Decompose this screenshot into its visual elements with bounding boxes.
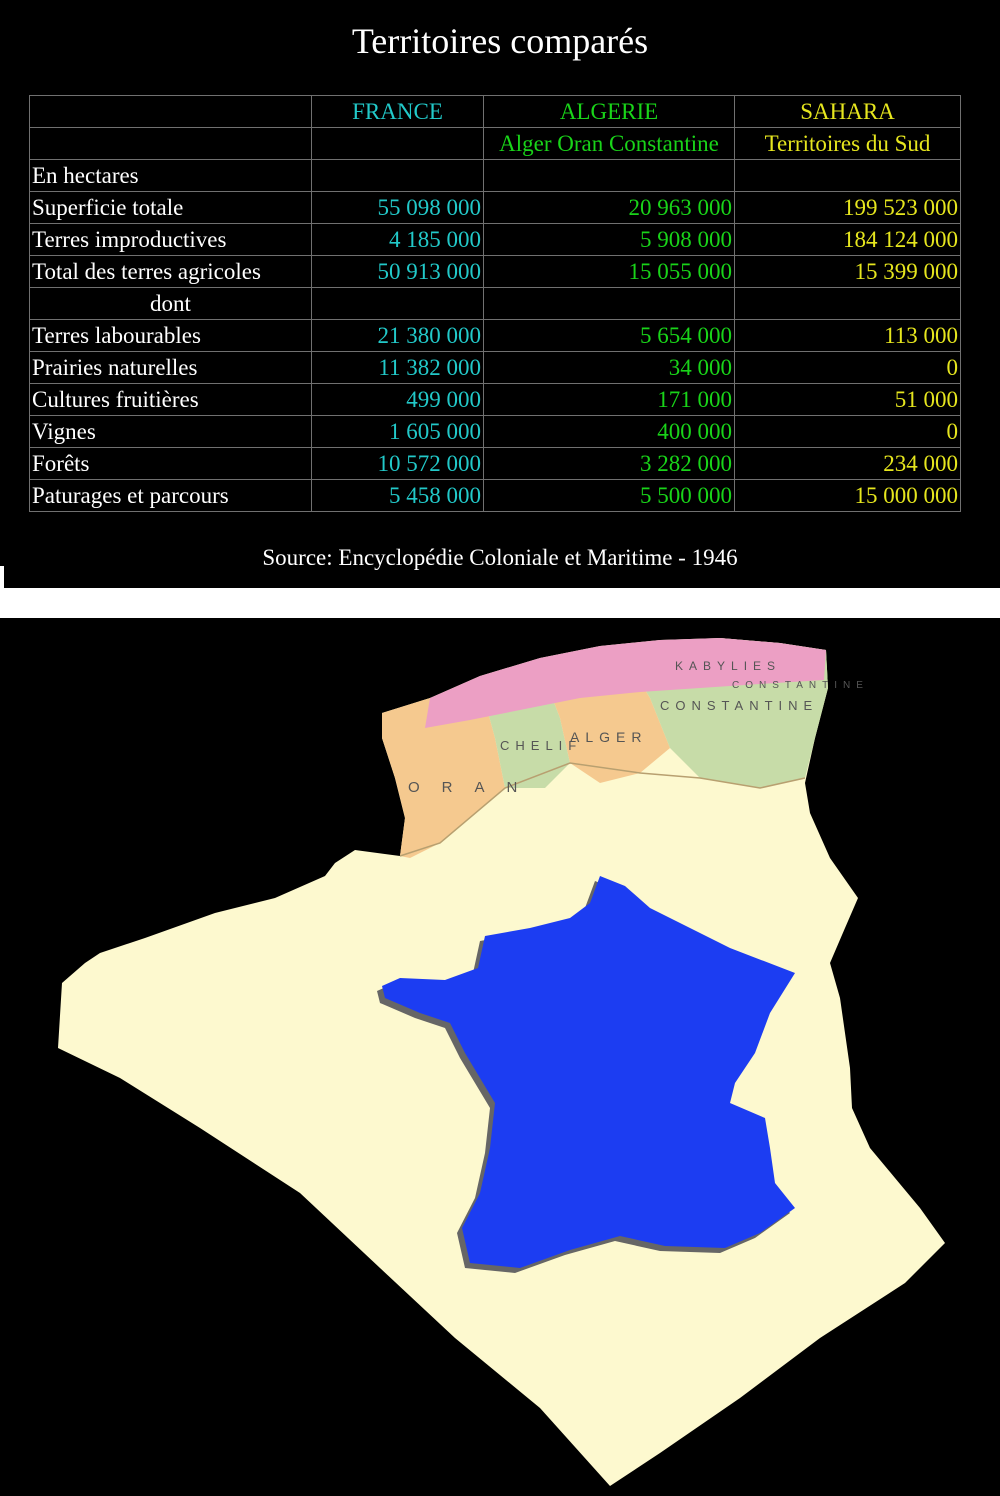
sahara-subheader: Territoires du Sud bbox=[734, 127, 961, 160]
france-value: 11 382 000 bbox=[311, 351, 484, 384]
subheader-empty-cell bbox=[29, 127, 312, 160]
row-label: Paturages et parcours bbox=[29, 479, 312, 512]
france-value: 10 572 000 bbox=[311, 447, 484, 480]
sahara-border-line bbox=[399, 762, 806, 857]
page-title: Territoires comparés bbox=[351, 21, 649, 61]
map-label-constantine: CONSTANTINE bbox=[660, 698, 818, 713]
comparison-table: FRANCE ALGERIE SAHARA Alger Oran Constan… bbox=[29, 95, 961, 512]
territory-map: KABYLIES CONSTANTINE CONSTANTINE CHELIF … bbox=[58, 638, 945, 1486]
table-row: dont bbox=[29, 287, 961, 320]
algerie-value: 5 654 000 bbox=[483, 319, 735, 352]
region-labels: KABYLIES CONSTANTINE CONSTANTINE CHELIF … bbox=[408, 659, 869, 796]
table-row: Paturages et parcours 5 458 000 5 500 000 1… bbox=[29, 479, 961, 512]
row-label: Forêts bbox=[29, 447, 312, 480]
unit-label: En hectares bbox=[29, 159, 312, 192]
algerie-value: 34 000 bbox=[483, 351, 735, 384]
algerie-header: ALGERIE bbox=[483, 95, 735, 128]
table-row: Total des terres agricoles 50 913 000 15 0… bbox=[29, 255, 961, 288]
sahara-value: 199 523 000 bbox=[734, 191, 961, 224]
france-value: 1 605 000 bbox=[311, 415, 484, 448]
map-label-oran: ORAN bbox=[408, 779, 539, 796]
unit-row: En hectares bbox=[29, 159, 961, 192]
sahara-value: 51 000 bbox=[734, 383, 961, 416]
france-header: FRANCE bbox=[311, 95, 484, 128]
france-subheader bbox=[311, 127, 484, 160]
sahara-value: 234 000 bbox=[734, 447, 961, 480]
table-row: Prairies naturelles 11 382 000 34 000 0 bbox=[29, 351, 961, 384]
algerie-value: 15 055 000 bbox=[483, 255, 735, 288]
france-shape bbox=[382, 876, 795, 1268]
sahara-value: 0 bbox=[734, 351, 961, 384]
algerie-value: 400 000 bbox=[483, 415, 735, 448]
header-empty-cell bbox=[29, 95, 312, 128]
table-row: Terres labourables 21 380 000 5 654 000 113… bbox=[29, 319, 961, 352]
map-label-alger: ALGER bbox=[570, 729, 647, 745]
table-row: Cultures fruitières 499 000 171 000 51 000 bbox=[29, 383, 961, 416]
sahara-header: SAHARA bbox=[734, 95, 961, 128]
map-label-constantine-city: CONSTANTINE bbox=[732, 680, 869, 691]
row-label: Vignes bbox=[29, 415, 312, 448]
row-label: Cultures fruitières bbox=[29, 383, 312, 416]
france-value: 499 000 bbox=[311, 383, 484, 416]
row-label: Total des terres agricoles bbox=[29, 255, 312, 288]
sahara-value: 184 124 000 bbox=[734, 223, 961, 256]
unit-empty-cell bbox=[311, 159, 484, 192]
comparison-table-panel: Territoires comparés FRANCE ALGERIE SAHA… bbox=[0, 0, 1000, 588]
algerie-value: 171 000 bbox=[483, 383, 735, 416]
row-label: Terres labourables bbox=[29, 319, 312, 352]
sahara-value bbox=[734, 287, 961, 320]
france-value: 4 185 000 bbox=[311, 223, 484, 256]
northern-departments bbox=[382, 638, 828, 858]
subheader-row: Alger Oran Constantine Territoires du Su… bbox=[29, 127, 961, 160]
sahara-value: 15 000 000 bbox=[734, 479, 961, 512]
algerie-value bbox=[483, 287, 735, 320]
france-value bbox=[311, 287, 484, 320]
source-caption: Source: Encyclopédie Coloniale et Mariti… bbox=[262, 545, 738, 570]
coastal-pink-strip bbox=[425, 638, 826, 728]
table-row: Terres improductives 4 185 000 5 908 000 18… bbox=[29, 223, 961, 256]
france-value: 50 913 000 bbox=[311, 255, 484, 288]
algerie-value: 5 908 000 bbox=[483, 223, 735, 256]
france-value: 5 458 000 bbox=[311, 479, 484, 512]
france-value: 55 098 000 bbox=[311, 191, 484, 224]
row-label: Prairies naturelles bbox=[29, 351, 312, 384]
unit-empty-cell bbox=[483, 159, 735, 192]
row-label: Terres improductives bbox=[29, 223, 312, 256]
france-value: 21 380 000 bbox=[311, 319, 484, 352]
algerie-value: 5 500 000 bbox=[483, 479, 735, 512]
map-label-kabylies: KABYLIES bbox=[675, 659, 781, 673]
sahara-value: 0 bbox=[734, 415, 961, 448]
table-row: Vignes 1 605 000 400 000 0 bbox=[29, 415, 961, 448]
row-label: dont bbox=[29, 287, 312, 320]
algerie-subheader: Alger Oran Constantine bbox=[483, 127, 735, 160]
header-row: FRANCE ALGERIE SAHARA bbox=[29, 95, 961, 128]
white-edge-notch bbox=[0, 566, 4, 588]
sahara-value: 113 000 bbox=[734, 319, 961, 352]
table-row: Superficie totale 55 098 000 20 963 000 199… bbox=[29, 191, 961, 224]
algerie-value: 20 963 000 bbox=[483, 191, 735, 224]
algerie-value: 3 282 000 bbox=[483, 447, 735, 480]
unit-empty-cell bbox=[734, 159, 961, 192]
map-label-chelif: CHELIF bbox=[500, 738, 582, 753]
table-row: Forêts 10 572 000 3 282 000 234 000 bbox=[29, 447, 961, 480]
row-label: Superficie totale bbox=[29, 191, 312, 224]
map-panel: KABYLIES CONSTANTINE CONSTANTINE CHELIF … bbox=[0, 618, 1000, 1496]
sahara-value: 15 399 000 bbox=[734, 255, 961, 288]
